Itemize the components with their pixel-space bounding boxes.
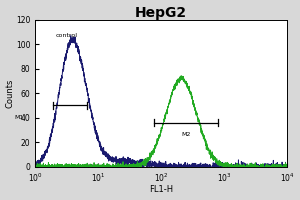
Text: control: control — [56, 33, 77, 38]
Text: M1: M1 — [14, 115, 24, 120]
Text: M2: M2 — [181, 132, 190, 137]
Y-axis label: Counts: Counts — [6, 78, 15, 108]
Title: HepG2: HepG2 — [135, 6, 187, 20]
X-axis label: FL1-H: FL1-H — [149, 185, 173, 194]
